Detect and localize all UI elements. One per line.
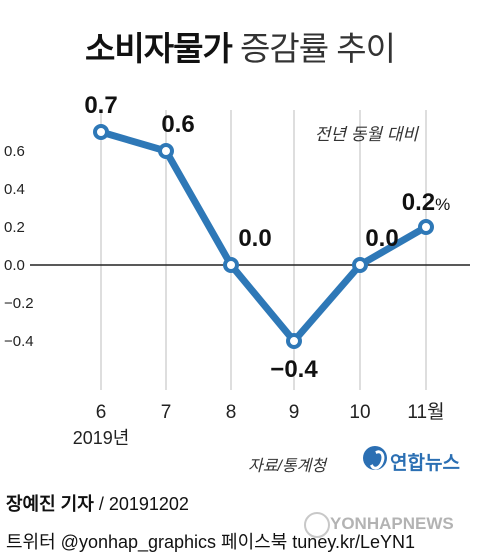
x-tick-label: 6 <box>96 402 107 423</box>
y-tick-label: −0.4 <box>4 333 34 350</box>
series-line <box>100 128 428 345</box>
x-tick-label: 8 <box>226 402 237 423</box>
footer <box>0 478 480 560</box>
data-point <box>93 124 109 140</box>
data-point <box>158 143 174 159</box>
footer-credit: 장예진 기자 / 20191202 <box>6 490 189 516</box>
data-label: 0.6 <box>161 111 194 138</box>
logo-text: 연합뉴스 <box>390 453 460 474</box>
x-tick-label: 11월 <box>407 401 444 423</box>
title-main: 소비자물가 <box>85 30 233 67</box>
x-tick-label: 7 <box>161 402 172 423</box>
data-point <box>352 257 368 273</box>
yonhap-logo-icon <box>363 446 387 470</box>
data-label: −0.4 <box>270 356 318 383</box>
data-label: 0.2% <box>402 189 451 216</box>
data-point <box>286 333 302 349</box>
credit-date: / 20191202 <box>93 494 189 514</box>
chart-note: 전년 동월 대비 <box>315 125 420 144</box>
x-tick-label: 9 <box>289 402 300 423</box>
data-label: 0.7 <box>84 92 117 119</box>
data-point <box>223 257 239 273</box>
line-chart: 0.6 0.4 0.2 0.0 −0.2 −0.4 6 7 8 9 10 11월 0.7 0.6 0.0… <box>4 92 470 448</box>
chart-title: 소비자물가 증감률 추이 <box>0 22 480 70</box>
unit-label: % <box>435 195 450 214</box>
watermark: YONHAPNEWS <box>330 514 454 533</box>
y-tick-label: 0.0 <box>4 257 25 274</box>
data-point <box>418 219 434 235</box>
title-sub: 증감률 추이 <box>240 30 396 67</box>
y-tick-label: 0.4 <box>4 181 25 198</box>
data-label: 0.0 <box>238 225 271 252</box>
yonhap-watermark-icon <box>304 512 330 538</box>
source-label: 자료/통계청 <box>248 458 327 475</box>
reporter-name: 장예진 기자 <box>6 494 94 514</box>
y-tick-label: 0.2 <box>4 219 25 236</box>
y-tick-label: 0.6 <box>4 143 25 160</box>
x-tick-label: 10 <box>349 402 370 423</box>
data-label: 0.0 <box>365 225 398 252</box>
x-axis-year-label: 2019년 <box>73 428 130 448</box>
y-tick-label: −0.2 <box>4 295 34 312</box>
